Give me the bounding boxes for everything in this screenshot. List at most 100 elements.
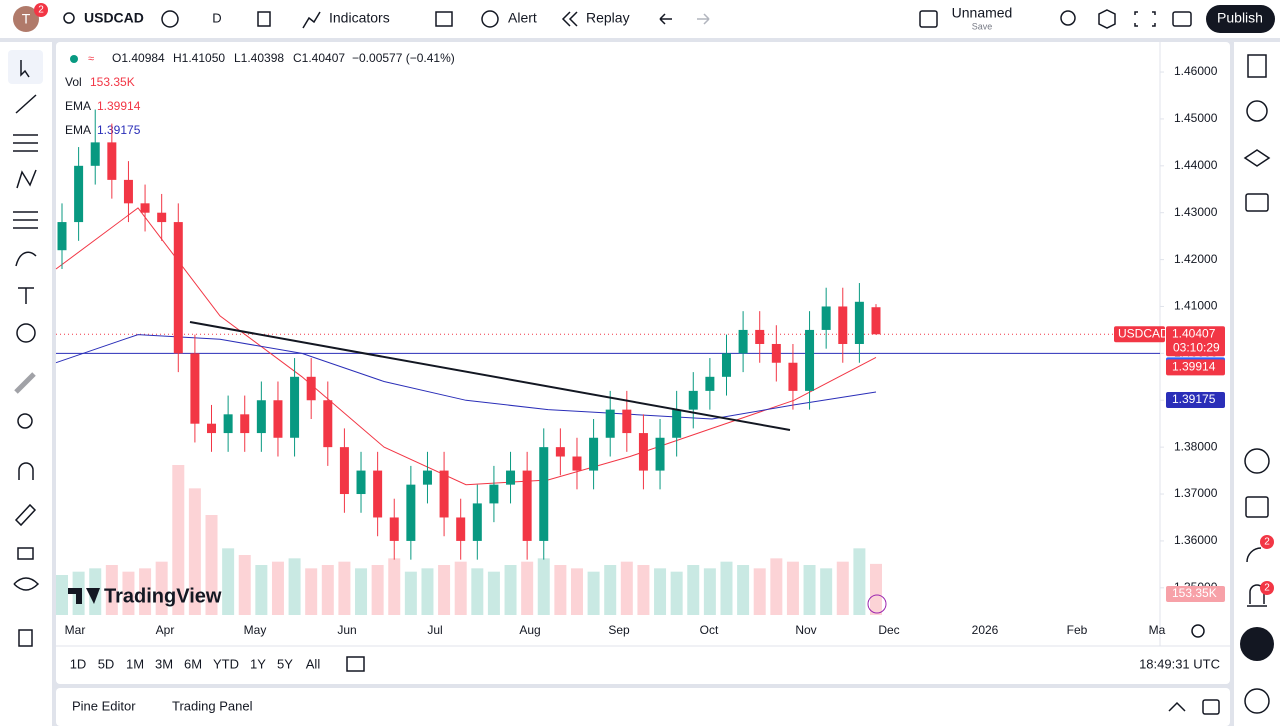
volume-bar bbox=[421, 568, 434, 615]
candle-body bbox=[422, 470, 432, 485]
publish-button[interactable] bbox=[1206, 5, 1275, 33]
indicators[interactable]: Indicators bbox=[329, 10, 390, 26]
clock: 18:49:31 UTC bbox=[1139, 656, 1220, 671]
redo[interactable] bbox=[697, 13, 710, 25]
apps[interactable] bbox=[1240, 627, 1274, 661]
range-button[interactable]: 1D bbox=[70, 656, 87, 671]
maximize[interactable] bbox=[1202, 699, 1220, 715]
range-button[interactable]: All bbox=[306, 656, 321, 671]
quick-search[interactable] bbox=[1060, 10, 1076, 26]
calendar[interactable] bbox=[1245, 496, 1269, 518]
volume-bar bbox=[371, 565, 384, 615]
x-tick-label: Feb bbox=[1067, 623, 1088, 637]
object-tree[interactable] bbox=[1243, 149, 1271, 167]
layouts-icon[interactable] bbox=[435, 11, 453, 27]
settings[interactable] bbox=[1098, 9, 1116, 29]
ideas[interactable] bbox=[1244, 448, 1270, 474]
candle-body bbox=[339, 447, 349, 495]
alerts[interactable] bbox=[1246, 100, 1268, 122]
volume-bar bbox=[587, 571, 600, 615]
date-range-icon[interactable] bbox=[346, 656, 365, 672]
chart-type-icon[interactable] bbox=[257, 11, 271, 27]
ruler-tool[interactable] bbox=[14, 372, 36, 394]
volume-bar bbox=[504, 565, 517, 615]
range-button[interactable]: 5D bbox=[98, 656, 115, 671]
x-tick-label: Oct bbox=[700, 623, 719, 637]
emoji-tool[interactable] bbox=[16, 323, 36, 343]
candle-body bbox=[821, 306, 831, 330]
trend-line[interactable] bbox=[189, 321, 791, 431]
hide-tool[interactable] bbox=[13, 577, 40, 591]
axis-settings[interactable] bbox=[1191, 624, 1205, 638]
y-tick-label: 1.41000 bbox=[1174, 299, 1218, 313]
x-tick-label: Mar bbox=[65, 623, 86, 637]
volume-bar bbox=[288, 558, 301, 615]
countdown: 03:10:29 bbox=[1173, 340, 1220, 354]
alert[interactable]: Alert bbox=[508, 10, 537, 26]
chats[interactable] bbox=[1245, 193, 1269, 212]
collapse[interactable] bbox=[1168, 701, 1186, 712]
fullscreen[interactable] bbox=[1134, 11, 1156, 27]
candle-body bbox=[854, 301, 864, 344]
volume-bar bbox=[438, 565, 451, 615]
snapshot[interactable] bbox=[1172, 11, 1192, 27]
range-button[interactable]: 5Y bbox=[277, 656, 293, 671]
range-button[interactable]: 1Y bbox=[250, 656, 266, 671]
x-tick-label: Dec bbox=[878, 623, 899, 637]
help[interactable] bbox=[1244, 688, 1270, 714]
interval[interactable]: D bbox=[212, 10, 221, 25]
volume-bar bbox=[454, 561, 467, 615]
layout-icon[interactable] bbox=[919, 10, 938, 28]
magnet-tool[interactable] bbox=[18, 462, 34, 480]
add-symbol[interactable] bbox=[161, 10, 179, 28]
ema-line bbox=[55, 334, 877, 420]
badge bbox=[1260, 535, 1274, 549]
volume-bar bbox=[720, 561, 733, 615]
range-button[interactable]: 3M bbox=[155, 656, 173, 671]
fib-tool[interactable] bbox=[13, 134, 38, 152]
undo[interactable] bbox=[659, 13, 672, 25]
replay[interactable]: Replay bbox=[586, 10, 630, 26]
draw-mode-tool[interactable] bbox=[14, 503, 37, 527]
news[interactable] bbox=[1246, 547, 1262, 563]
text-tool[interactable] bbox=[18, 287, 34, 304]
tab[interactable]: Pine Editor bbox=[72, 698, 136, 713]
cursor-tool[interactable] bbox=[20, 60, 30, 78]
events-icon[interactable] bbox=[867, 594, 887, 614]
range-button[interactable]: YTD bbox=[213, 656, 239, 671]
delete-tool[interactable] bbox=[18, 629, 33, 647]
avatar[interactable] bbox=[13, 6, 39, 32]
volume-bar bbox=[172, 465, 185, 615]
candle-body bbox=[123, 179, 133, 204]
volume-bar bbox=[471, 568, 484, 615]
range-button[interactable]: 1M bbox=[126, 656, 144, 671]
ema-fast-price: 1.39914 bbox=[1172, 360, 1216, 374]
candle-body bbox=[207, 423, 217, 434]
brush-tool[interactable] bbox=[15, 251, 37, 267]
candle-body bbox=[838, 306, 848, 344]
lock-tool[interactable] bbox=[17, 547, 34, 560]
range-button[interactable]: 6M bbox=[184, 656, 202, 671]
symbol[interactable]: USDCAD bbox=[84, 10, 144, 26]
candle-body bbox=[57, 222, 67, 251]
layout-save: Save bbox=[972, 21, 993, 31]
zoom-tool[interactable] bbox=[17, 413, 33, 429]
pattern-tool[interactable] bbox=[16, 169, 37, 189]
volume-bar bbox=[355, 568, 368, 615]
line-tool[interactable] bbox=[15, 94, 37, 114]
search-icon[interactable] bbox=[63, 12, 75, 24]
symbol-tag: USDCAD bbox=[1118, 326, 1169, 340]
forecast-tool[interactable] bbox=[13, 211, 38, 229]
volume-bar bbox=[820, 568, 833, 615]
candle-body bbox=[406, 484, 416, 541]
watchlist[interactable] bbox=[1247, 54, 1267, 78]
ema-line bbox=[55, 207, 877, 486]
legend-change: −0.00577 (−0.41%) bbox=[352, 51, 455, 65]
tab[interactable]: Trading Panel bbox=[172, 698, 253, 713]
x-tick-label: Jun bbox=[337, 623, 356, 637]
candle-body bbox=[74, 165, 84, 223]
x-tick-label: May bbox=[244, 623, 267, 637]
layout-name[interactable]: Unnamed bbox=[952, 5, 1013, 21]
x-tick-label: Ma bbox=[1149, 623, 1166, 637]
candle-body bbox=[173, 222, 183, 354]
